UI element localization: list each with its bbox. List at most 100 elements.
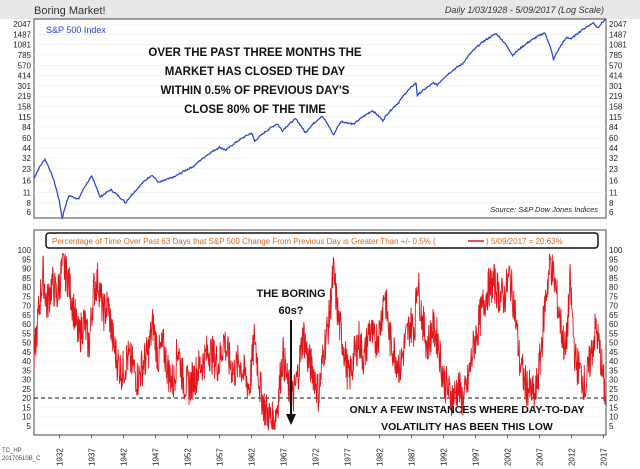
volatility-tick-left: 60: [22, 320, 31, 329]
price-tick-left: 16: [22, 177, 31, 186]
price-tick-left: 44: [22, 144, 31, 153]
price-tick-left: 6: [27, 208, 32, 217]
year-label: 1932: [56, 448, 65, 466]
annotation-line-3: WITHIN 0.5% OF PREVIOUS DAY'S: [161, 85, 350, 97]
volatility-tick-right: 30: [609, 376, 618, 385]
year-label: 1967: [280, 448, 289, 466]
year-label: 1972: [312, 448, 321, 466]
volatility-tick-right: 55: [609, 329, 618, 338]
price-tick-right: 2047: [609, 20, 627, 29]
annotation-arrowhead: [286, 414, 296, 425]
volatility-tick-left: 85: [22, 274, 31, 283]
volatility-tick-left: 55: [22, 329, 31, 338]
price-tick-left: 414: [18, 72, 32, 81]
price-tick-right: 11: [609, 189, 618, 198]
year-label: 1987: [407, 448, 416, 466]
price-tick-left: 570: [18, 61, 32, 70]
volatility-tick-right: 15: [609, 403, 618, 412]
price-tick-left: 8: [27, 199, 32, 208]
volatility-tick-right: 100: [609, 246, 623, 255]
volatility-tick-left: 95: [22, 255, 31, 264]
price-tick-left: 301: [18, 82, 32, 91]
volatility-tick-left: 65: [22, 311, 31, 320]
latest-value-label: ) 5/09/2017 = 20.63%: [486, 237, 563, 246]
year-label: 1957: [216, 448, 225, 466]
price-tick-right: 23: [609, 165, 618, 174]
volatility-tick-left: 35: [22, 366, 31, 375]
price-tick-right: 115: [609, 113, 622, 122]
volatility-legend-box: [45, 232, 599, 249]
volatility-tick-left: 20: [22, 394, 31, 403]
price-tick-left: 219: [18, 92, 32, 101]
price-tick-right: 301: [609, 82, 623, 91]
volatility-tick-right: 70: [609, 302, 618, 311]
boring-60s-label-1: THE BORING: [256, 288, 325, 300]
price-tick-right: 8: [609, 199, 614, 208]
year-label: 1997: [471, 448, 480, 466]
low-vol-annotation-2: VOLATILITY HAS BEEN THIS LOW: [381, 421, 553, 433]
footer-tag-2: 20170510B_C: [2, 456, 41, 462]
annotation-line-2: MARKET HAS CLOSED THE DAY: [165, 66, 346, 78]
year-label: 1992: [439, 448, 448, 466]
price-tick-right: 219: [609, 92, 623, 101]
source-note: Source: S&P Dow Jones Indices: [490, 205, 598, 214]
volatility-tick-right: 90: [609, 265, 618, 274]
price-tick-right: 44: [609, 144, 618, 153]
year-label: 1947: [152, 448, 161, 466]
price-tick-left: 84: [22, 123, 31, 132]
volatility-tick-left: 25: [22, 385, 31, 394]
volatility-tick-left: 40: [22, 357, 31, 366]
year-label: 2017: [599, 448, 608, 466]
year-label: 2002: [503, 448, 512, 466]
volatility-tick-left: 100: [18, 246, 32, 255]
volatility-tick-left: 80: [22, 283, 31, 292]
spx-legend-label: S&P 500 Index: [46, 25, 106, 35]
year-label: 1942: [120, 448, 129, 466]
volatility-tick-left: 50: [22, 339, 31, 348]
price-tick-left: 23: [22, 165, 31, 174]
volatility-panel: [33, 229, 607, 436]
volatility-tick-right: 35: [609, 366, 618, 375]
volatility-tick-right: 65: [609, 311, 618, 320]
price-tick-right: 6: [609, 208, 614, 217]
price-tick-left: 11: [23, 189, 32, 198]
volatility-tick-right: 95: [609, 255, 618, 264]
price-tick-left: 60: [22, 134, 31, 143]
footer-tag-1: TC_HP: [2, 448, 22, 454]
year-label: 2012: [567, 448, 576, 466]
volatility-tick-right: 45: [609, 348, 618, 357]
volatility-tick-left: 10: [22, 413, 31, 422]
year-label: 1962: [248, 448, 257, 466]
volatility-tick-right: 80: [609, 283, 618, 292]
price-tick-left: 32: [22, 154, 31, 163]
year-label: 2007: [535, 448, 544, 466]
boring-60s-label-2: 60s?: [278, 305, 303, 317]
year-label: 1937: [88, 448, 97, 466]
price-tick-right: 60: [609, 134, 618, 143]
volatility-tick-right: 60: [609, 320, 618, 329]
volatility-tick-left: 90: [22, 265, 31, 274]
volatility-tick-right: 50: [609, 339, 618, 348]
chart-title: Boring Market!: [34, 5, 106, 17]
price-tick-right: 32: [609, 154, 618, 163]
annotation-line-4: CLOSE 80% OF THE TIME: [184, 104, 326, 116]
volatility-tick-left: 75: [22, 292, 31, 301]
price-tick-right: 158: [609, 103, 623, 112]
price-tick-left: 2047: [13, 20, 31, 29]
spx-series-line: [33, 18, 606, 221]
annotation-line-1: OVER THE PAST THREE MONTHS THE: [148, 47, 362, 59]
volatility-tick-left: 5: [27, 422, 32, 431]
price-tick-left: 1081: [13, 41, 31, 50]
volatility-tick-right: 20: [609, 394, 618, 403]
price-tick-left: 115: [18, 113, 31, 122]
year-label: 1982: [376, 448, 385, 466]
volatility-legend-label: Percentage of Time Over Past 63 Days tha…: [52, 237, 436, 246]
volatility-tick-right: 5: [609, 422, 614, 431]
range-note: Daily 1/03/1928 - 5/09/2017 (Log Scale): [445, 5, 604, 15]
price-tick-right: 84: [609, 123, 618, 132]
volatility-tick-left: 45: [22, 348, 31, 357]
price-tick-right: 414: [609, 72, 623, 81]
volatility-tick-right: 85: [609, 274, 618, 283]
price-tick-right: 1487: [609, 30, 627, 39]
